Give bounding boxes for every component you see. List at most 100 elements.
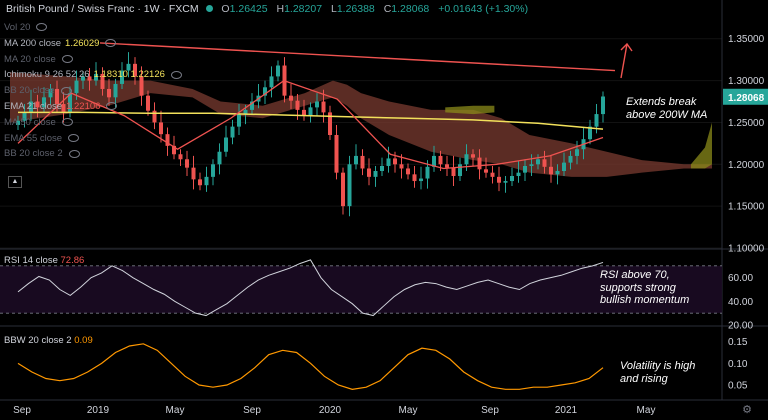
candle [386,146,391,173]
candle [185,150,189,177]
candle [133,57,137,85]
ohlc-change: +0.01643 (+1.30%) [438,3,529,15]
cloud-bearish [10,72,712,177]
candle-body [308,107,313,116]
candle [217,143,222,175]
visibility-eye-icon[interactable] [170,70,182,79]
indicator-row[interactable]: Ichimoku 9 26 52 26 1.18310 1.22126 [4,69,182,80]
candle-body [42,97,46,108]
price-tick-label: 1.30000 [728,76,765,87]
candle [575,140,579,165]
candle [289,83,293,110]
indicator-row[interactable]: BB 20 close 2 [4,148,80,159]
indicator-row[interactable]: BB 20 close [4,85,72,96]
candle [562,152,566,177]
candle [412,165,417,188]
candle-body [399,164,404,169]
annotation-bbw: Volatility is high and rising [620,360,696,385]
candle-body [601,96,605,115]
candle-body [490,172,495,177]
candle [81,71,85,89]
candle [432,145,436,172]
candle-body [22,112,27,121]
candle [601,91,605,123]
visibility-eye-icon[interactable] [36,23,48,32]
candle-body [68,93,72,113]
interval[interactable]: 1W [143,3,160,15]
candle-body [61,104,66,113]
candle-body [217,151,222,165]
candle-body [321,101,326,113]
candle [510,167,514,187]
candle-body [133,63,137,77]
settings-gear-icon[interactable]: ⚙ [742,403,752,416]
candle [159,110,163,143]
indicator-row[interactable]: MA 200 close 1.26029 [4,38,117,49]
candle-body [107,88,111,98]
visibility-eye-icon[interactable] [68,134,80,143]
candle-body [334,135,339,173]
candle-body [289,95,293,101]
bbw-line [17,343,604,390]
price-tick-label: 1.10000 [728,244,765,255]
indicator-label: BB 20 close [4,85,55,97]
indicator-row[interactable]: EMA 55 close [4,132,80,144]
indicator-label: BB 20 close 2 [4,148,63,160]
candle-body [594,114,599,127]
last-price-badge [723,88,768,105]
rsi-line [17,259,604,317]
indicator-row[interactable]: Vol 20 [4,22,48,33]
visibility-eye-icon[interactable] [68,149,80,158]
candle-body [276,65,280,77]
candle [191,155,196,190]
candle [126,52,131,78]
visibility-eye-icon[interactable] [60,86,72,95]
candle [94,62,98,86]
indicator-row[interactable]: MA 20 close [4,54,73,65]
collapse-legend-icon[interactable]: ▲ [8,176,22,188]
rsi-pane: 60.00 40.00 20.00 [0,259,753,332]
visibility-eye-icon[interactable] [61,118,73,127]
indicator-value: 1.18310 1.22126 [93,69,165,81]
indicator-row[interactable]: EMA 21 close 1.22106 [4,101,118,112]
candle-body [237,114,241,127]
candle-body [139,76,144,96]
ichimoku-cloud [10,72,712,177]
candle [458,157,462,182]
candle-body [55,88,59,105]
visibility-eye-icon[interactable] [106,102,118,111]
price-tick-label: 1.15000 [728,202,765,213]
candle-body [211,164,215,177]
candle-body [386,158,391,166]
rsi-legend: RSI 14 close 72.86 [4,255,85,266]
exchange: FXCM [168,3,199,15]
rsi-value: 72.86 [60,255,85,266]
candle-body [35,101,40,108]
bbw-tick-label: 0.10 [728,359,748,370]
candle [354,144,358,170]
candle-body [464,154,469,165]
candle [302,99,306,121]
time-tick-label: May [166,405,185,416]
candle [224,125,228,157]
candle [315,93,319,116]
visibility-eye-icon[interactable] [61,55,73,64]
indicator-label: EMA 55 close [4,132,63,144]
candle-body [113,83,118,98]
candle-body [367,168,371,177]
price-tick-label: 1.20000 [728,160,765,171]
candle-body [159,122,163,135]
candle-body [562,162,566,171]
candle [48,83,53,105]
candle [321,89,326,123]
candle [380,157,384,177]
candle-body [425,166,430,179]
candle [419,166,423,190]
candle [35,94,40,118]
cloud-bullish [445,105,495,115]
candle [529,154,534,177]
visibility-eye-icon[interactable] [105,39,117,48]
indicator-row[interactable]: MA 50 close [4,117,73,128]
candle [497,166,501,192]
